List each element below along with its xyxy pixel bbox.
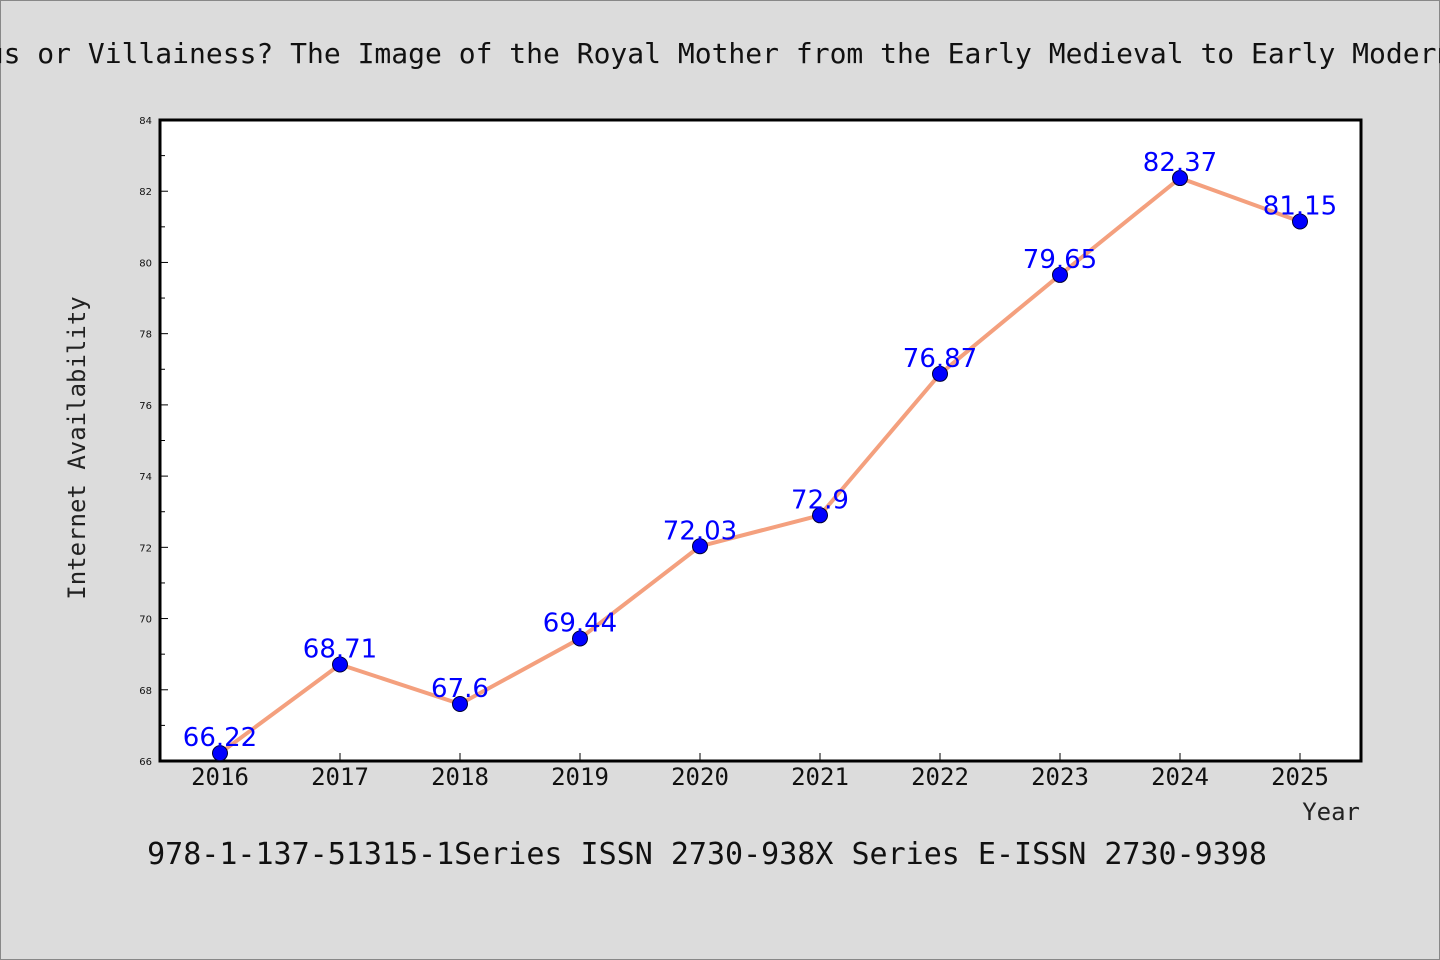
chart-title: Virtuous or Villainess? The Image of the…	[0, 37, 1440, 70]
data-label: 82.37	[1143, 148, 1217, 178]
data-label: 72.03	[663, 516, 737, 546]
plot-area	[158, 118, 1363, 763]
data-point-marker	[212, 745, 228, 762]
data-point-marker	[1292, 213, 1308, 230]
data-point-marker	[812, 507, 828, 524]
data-point-marker	[692, 538, 708, 555]
x-tick-label: 2025	[1271, 763, 1329, 791]
data-label: 72.9	[791, 485, 849, 515]
x-axis-label: Year	[1302, 798, 1360, 826]
y-tick-label: 66	[139, 757, 152, 768]
data-label: 67.6	[431, 674, 489, 704]
y-tick-label: 68	[139, 686, 152, 697]
data-point-marker	[1052, 266, 1068, 283]
data-point-marker	[572, 630, 588, 647]
y-tick-label: 80	[139, 258, 152, 269]
data-point-marker	[932, 365, 948, 382]
x-tick-label: 2022	[911, 763, 969, 791]
series-markers	[212, 170, 1308, 762]
data-label: 81.15	[1263, 191, 1337, 221]
y-tick-label: 78	[139, 330, 152, 341]
x-tick-label: 2021	[791, 763, 849, 791]
data-point-marker	[332, 656, 348, 673]
data-label: 79.65	[1023, 245, 1097, 275]
x-tick-label: 2020	[671, 763, 729, 791]
y-axis-label: Internet Availability	[63, 296, 91, 599]
x-tick-label: 2024	[1151, 763, 1209, 791]
x-tick-label: 2017	[311, 763, 369, 791]
y-tick-label: 72	[139, 543, 152, 554]
data-label: 66.22	[183, 723, 257, 753]
data-point-marker	[1172, 170, 1188, 187]
x-tick-label: 2016	[191, 763, 249, 791]
y-tick-label: 84	[139, 116, 152, 127]
y-tick-label: 82	[139, 187, 152, 198]
data-labels: 66.22 68.71 67.6 69.44 72.03 72.9 76.87 79.65 82…	[183, 148, 1337, 753]
x-tick-label: 2018	[431, 763, 489, 791]
x-axis-ticks: 2016 2017 2018 2019 2020 2021 2022 2023 2024 2025	[191, 753, 1329, 791]
y-tick-label: 70	[139, 615, 152, 626]
x-tick-label: 2023	[1031, 763, 1089, 791]
y-tick-label: 74	[139, 472, 152, 483]
data-label: 69.44	[543, 608, 617, 638]
y-axis-ticks: 66 68 70 72 74 76 78 80 82 84	[139, 116, 168, 768]
data-point-marker	[452, 696, 468, 713]
data-label: 76.87	[903, 344, 977, 374]
series-line	[218, 176, 1301, 755]
footer-isbn-issn: 978-1-137-51315-1Series ISSN 2730-938X S…	[147, 837, 1267, 872]
data-label: 68.71	[303, 634, 377, 664]
y-tick-label: 76	[139, 401, 152, 412]
x-tick-label: 2019	[551, 763, 609, 791]
